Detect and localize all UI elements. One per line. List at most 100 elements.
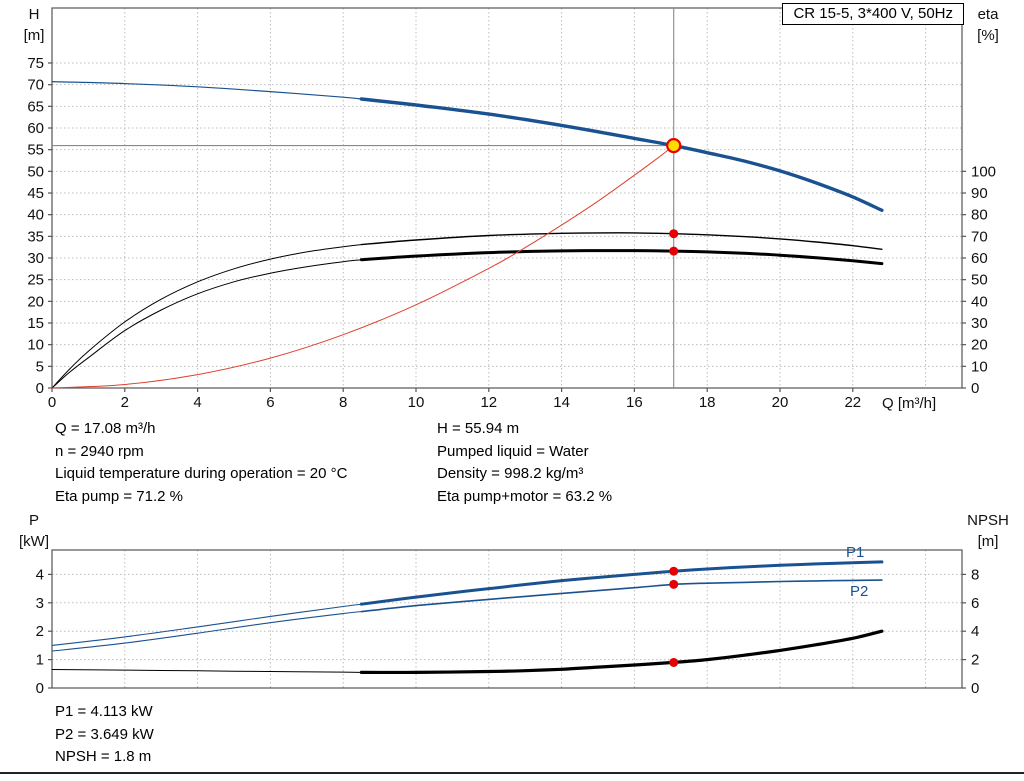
duty-line-curve (51, 145, 675, 389)
p2-curve (360, 579, 883, 613)
npsh-lead-curve (51, 669, 362, 673)
eta-pump-motor-curve (359, 249, 884, 266)
left-tick-label: 1 (36, 652, 44, 669)
right-tick-label: 90 (971, 185, 988, 202)
right-tick-label: 2 (971, 652, 979, 669)
left-tick-label: 10 (27, 337, 44, 354)
p-axis-title: P [kW] (8, 510, 60, 552)
p1-lead-curve (51, 603, 362, 646)
operating-point-marker (666, 137, 682, 154)
right-tick-label: 0 (971, 380, 979, 397)
q-axis-title: Q [m³/h] (882, 395, 937, 412)
x-tick-label: 22 (844, 394, 861, 411)
p2-lead-curve (51, 611, 362, 652)
p-axis-title-unit: [kW] (19, 533, 49, 550)
left-tick-label: 25 (27, 272, 44, 289)
p-axis-title-symbol: P (28, 512, 39, 529)
density-readout: Density = 998.2 kg/m³ (437, 465, 584, 482)
npsh-readout: NPSH = 1.8 m (55, 748, 152, 765)
liquid-temperature-readout: Liquid temperature during operation = 20… (55, 465, 348, 482)
npsh-axis-title-unit: [m] (977, 533, 999, 550)
right-tick-label: 0 (971, 680, 979, 697)
right-tick-label: 60 (971, 250, 988, 267)
left-tick-label: 45 (27, 185, 44, 202)
h-axis-title-symbol: H (28, 6, 40, 23)
left-tick-label: 55 (27, 142, 44, 159)
left-tick-label: 15 (27, 315, 44, 332)
eta-pump-lead-curve (51, 244, 362, 389)
left-tick-label: 75 (27, 55, 44, 72)
eta-axis-title-symbol: eta (977, 6, 999, 23)
left-tick-label: 70 (27, 77, 44, 94)
x-tick-label: 14 (553, 394, 570, 411)
speed-readout: n = 2940 rpm (55, 442, 144, 460)
left-tick-label: 0 (36, 680, 44, 697)
x-tick-label: 16 (626, 394, 643, 411)
left-tick-label: 5 (36, 358, 44, 375)
left-tick-label: 20 (27, 293, 44, 310)
eta-pump-motor-readout: Eta pump+motor = 63.2 % (437, 487, 613, 505)
hq-plot-frame (51, 7, 963, 389)
eta-pump-curve (360, 232, 883, 250)
left-tick-label: 0 (36, 380, 44, 397)
x-tick-label: 2 (121, 394, 129, 411)
x-tick-label: 0 (48, 394, 56, 411)
npsh-axis-title: NPSH [m] (958, 510, 1018, 552)
right-tick-label: 10 (971, 358, 988, 375)
right-tick-label: 70 (971, 228, 988, 245)
left-tick-label: 65 (27, 98, 44, 115)
eta-pump-motor-lead-curve (51, 259, 362, 389)
p1-curve (359, 560, 884, 606)
bottom-divider (0, 772, 1024, 774)
eta-axis-title: eta [%] (966, 4, 1010, 46)
x-tick-label: 10 (408, 394, 425, 411)
eta-pump-motor-marker (669, 246, 679, 256)
right-tick-label: 100 (971, 163, 996, 180)
h-axis-title: H [m] (14, 4, 54, 46)
x-tick-label: 18 (699, 394, 716, 411)
right-tick-label: 40 (971, 293, 988, 310)
right-tick-label: 4 (971, 623, 979, 640)
npsh-curve (359, 629, 884, 675)
info-column-right: H = 55.94 m Pumped liquid = Water Densit… (437, 418, 612, 508)
info-column-left: Q = 17.08 m³/h n = 2940 rpm Liquid tempe… (55, 418, 347, 508)
left-tick-label: 50 (27, 163, 44, 180)
head-lead-curve (51, 81, 362, 100)
left-tick-label: 35 (27, 228, 44, 245)
head-curve (359, 97, 884, 212)
power-plot-frame (51, 549, 963, 689)
x-tick-label: 6 (266, 394, 274, 411)
p2-readout: P2 = 3.649 kW (55, 725, 154, 743)
right-tick-label: 6 (971, 595, 979, 612)
right-tick-label: 20 (971, 337, 988, 354)
p1-readout: P1 = 4.113 kW (55, 703, 153, 720)
x-tick-label: 8 (339, 394, 347, 411)
h-axis-title-unit: [m] (23, 27, 45, 44)
eta-pump-marker (669, 229, 679, 239)
x-tick-label: 4 (193, 394, 201, 411)
x-tick-label: 12 (480, 394, 497, 411)
left-tick-label: 3 (36, 595, 44, 612)
pump-model-label: CR 15-5, 3*400 V, 50Hz (782, 3, 964, 25)
left-tick-label: 30 (27, 250, 44, 267)
pumped-liquid-readout: Pumped liquid = Water (437, 442, 589, 460)
right-tick-label: 80 (971, 207, 988, 224)
eta-axis-title-unit: [%] (977, 27, 999, 44)
right-tick-label: 8 (971, 566, 979, 583)
left-tick-label: 40 (27, 207, 44, 224)
x-tick-label: 20 (772, 394, 789, 411)
flow-readout: Q = 17.08 m³/h (55, 420, 156, 437)
right-tick-label: 50 (971, 272, 988, 289)
right-tick-label: 30 (971, 315, 988, 332)
p2-curve-label: P2 (850, 583, 869, 600)
p1-marker (669, 566, 679, 576)
npsh-marker (669, 657, 679, 667)
left-tick-label: 2 (36, 623, 44, 640)
eta-pump-readout: Eta pump = 71.2 % (55, 487, 183, 505)
left-tick-label: 60 (27, 120, 44, 137)
npsh-axis-title-symbol: NPSH (967, 512, 1009, 529)
left-tick-label: 4 (36, 566, 44, 583)
head-readout: H = 55.94 m (437, 420, 520, 437)
